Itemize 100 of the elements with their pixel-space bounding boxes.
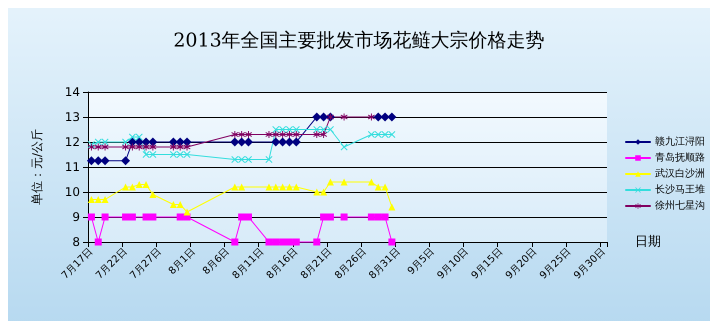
point — [128, 144, 136, 150]
point — [122, 184, 130, 190]
y-tick-label: 14 — [64, 85, 80, 99]
y-tick-label: 9 — [72, 210, 80, 224]
point — [102, 144, 109, 150]
x-tick-label: 8月6日 — [200, 246, 232, 278]
point — [184, 208, 191, 216]
point — [388, 204, 396, 210]
x-tick-label: 7月27日 — [128, 246, 164, 282]
point — [388, 238, 396, 246]
point — [102, 196, 109, 203]
point — [292, 131, 300, 138]
point — [340, 178, 348, 186]
legend-label: 赣九江浔阳 — [655, 136, 705, 148]
x-tick-label: 7月17日 — [60, 246, 96, 282]
point — [340, 214, 348, 220]
point — [286, 126, 293, 133]
point — [368, 131, 375, 138]
x-tick-label: 9月30日 — [572, 246, 608, 282]
point — [265, 238, 272, 246]
point — [142, 144, 150, 150]
point — [320, 126, 328, 133]
legend-label: 徐州七星沟 — [655, 200, 705, 212]
point — [86, 156, 96, 166]
point — [128, 214, 136, 220]
point — [286, 131, 293, 138]
x-tick-label: 8月31日 — [367, 246, 403, 282]
point — [368, 114, 375, 120]
y-tick-label: 12 — [64, 135, 80, 149]
point — [388, 131, 396, 138]
point — [102, 214, 109, 220]
point — [320, 214, 328, 220]
point — [170, 201, 177, 208]
point — [100, 156, 110, 166]
point — [88, 196, 95, 203]
point — [184, 151, 191, 158]
point — [313, 131, 320, 138]
point — [368, 178, 375, 186]
point — [231, 184, 238, 190]
point — [265, 156, 272, 163]
point — [238, 131, 246, 138]
point — [149, 214, 156, 220]
point — [128, 184, 136, 190]
point — [94, 238, 102, 246]
point — [312, 112, 322, 122]
point — [176, 144, 184, 150]
point — [382, 214, 389, 220]
point — [149, 151, 156, 158]
point — [149, 191, 156, 198]
x-tick-label: 9月10日 — [435, 246, 471, 282]
point — [272, 131, 280, 138]
point — [136, 144, 143, 150]
point — [279, 184, 286, 190]
point — [265, 184, 272, 190]
x-tick-label: 8月26日 — [333, 246, 368, 282]
point — [368, 214, 375, 220]
point — [272, 238, 280, 246]
legend-label: 武汉白沙洲 — [655, 168, 705, 180]
point — [279, 126, 286, 133]
point — [374, 184, 382, 190]
point — [128, 134, 136, 140]
point — [136, 181, 143, 188]
point — [94, 156, 103, 166]
point — [382, 131, 389, 138]
point — [238, 184, 246, 190]
point — [265, 131, 272, 138]
point — [122, 214, 130, 220]
y-tick-label: 13 — [64, 110, 80, 124]
x-tick-label: 8月11日 — [230, 246, 266, 282]
point — [231, 238, 238, 246]
legend-label: 青岛抚顺路 — [655, 152, 705, 164]
point — [326, 178, 334, 186]
point — [238, 156, 246, 163]
point — [238, 214, 246, 220]
point — [286, 184, 293, 190]
point — [340, 144, 348, 150]
x-tick-label: 8月21日 — [298, 246, 334, 282]
point — [170, 144, 177, 150]
point — [244, 214, 252, 220]
point — [244, 131, 252, 138]
y-tick-label: 11 — [64, 160, 80, 174]
x-tick-label: 8月16日 — [264, 246, 300, 282]
point — [102, 138, 109, 146]
point — [292, 184, 300, 190]
point — [142, 151, 150, 158]
point — [244, 156, 252, 163]
point — [94, 144, 102, 150]
point — [272, 184, 280, 190]
x-axis-title: 日期 — [635, 234, 661, 250]
point — [176, 151, 184, 158]
point — [326, 126, 334, 133]
point — [142, 181, 150, 188]
point — [149, 144, 156, 150]
point — [286, 238, 293, 246]
y-axis-title: 单位：元/公斤 — [30, 128, 44, 206]
point — [313, 238, 320, 246]
point — [230, 138, 240, 146]
point — [340, 114, 348, 120]
x-tick-label: 9月25日 — [538, 246, 574, 282]
y-tick-label: 8 — [72, 235, 80, 249]
